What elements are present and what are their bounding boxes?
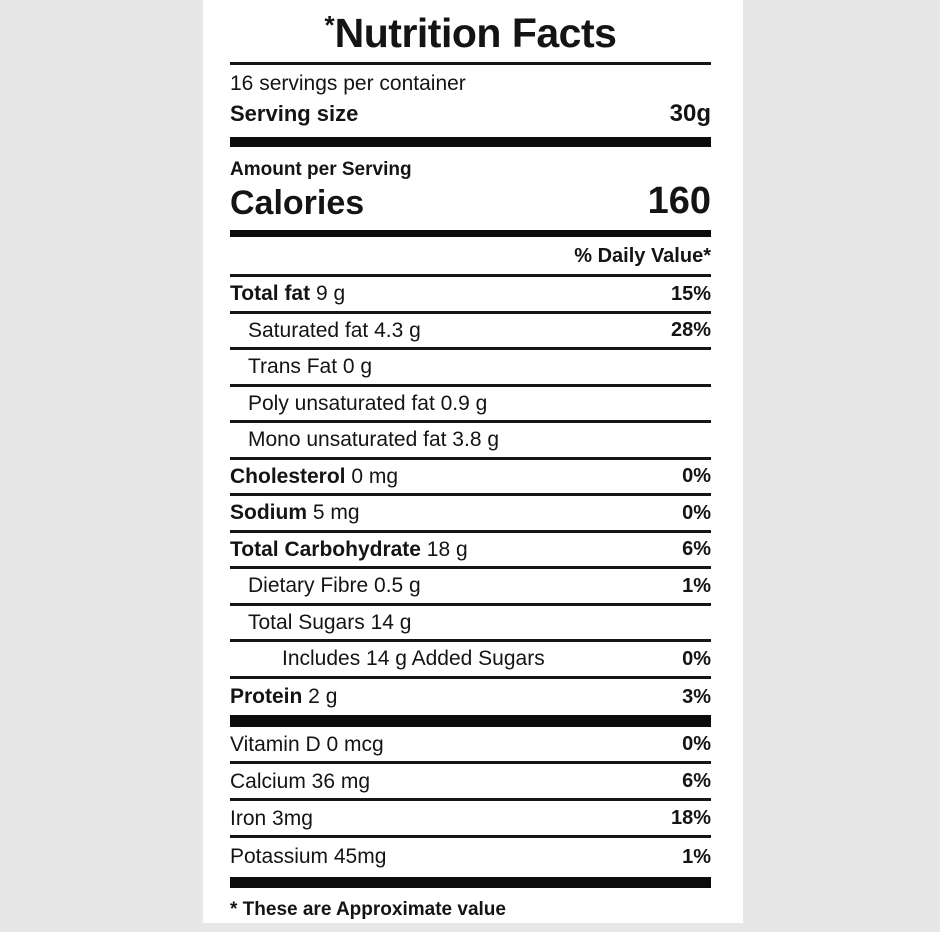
nutrient-row-sodium: Sodium 5 mg 0% — [230, 496, 711, 533]
serving-size-label: Serving size — [230, 101, 359, 127]
label-title: *Nutrition Facts — [230, 8, 711, 59]
serving-divider-bar — [230, 137, 711, 148]
bottom-divider-bar — [230, 877, 711, 889]
nutrient-row-trans-fat: Trans Fat 0 g — [230, 350, 711, 387]
nutrient-percent: 0% — [682, 501, 711, 524]
nutrient-row-saturated-fat: Saturated fat 4.3 g 28% — [230, 314, 711, 351]
nutrient-amount: 18 g — [420, 537, 468, 561]
protein-divider-bar — [230, 715, 711, 728]
footnote: * These are Approximate value — [230, 899, 506, 921]
vitamin-row-potassium: Potassium 45mg 1% — [230, 838, 711, 875]
nutrient-row-protein: Protein 2 g 3% — [230, 679, 711, 716]
nutrient-percent: 28% — [670, 319, 711, 342]
nutrient-name: Total fat — [230, 282, 311, 306]
vitamin-percent: 1% — [682, 845, 711, 868]
amount-per-serving-label: Amount per Serving — [230, 159, 412, 181]
nutrient-row-total-fat: Total fat 9 g 15% — [230, 277, 711, 314]
nutrition-facts-panel: *Nutrition Facts 16 servings per contain… — [203, 0, 743, 923]
nutrient-amount: Trans Fat 0 g — [248, 355, 373, 379]
title-rule — [230, 62, 711, 66]
nutrient-row-added-sugars: Includes 14 g Added Sugars 0% — [230, 642, 711, 679]
vitamin-row-iron: Iron 3mg 18% — [230, 801, 711, 839]
nutrient-amount: 0 mg — [345, 464, 399, 488]
serving-size-value: 30g — [669, 100, 711, 128]
calories-row: Calories 160 — [230, 180, 711, 223]
vitamin-name: Potassium 45mg — [230, 845, 387, 869]
vitamin-name: Vitamin D 0 mcg — [230, 732, 384, 756]
vitamin-name: Iron 3mg — [230, 806, 313, 830]
nutrient-percent: 1% — [682, 574, 711, 597]
nutrient-amount: Includes 14 g Added Sugars — [282, 647, 545, 671]
nutrient-amount: 9 g — [310, 282, 346, 306]
nutrient-percent: 6% — [682, 538, 711, 561]
nutrient-percent: 15% — [670, 282, 711, 305]
calories-label: Calories — [230, 183, 365, 222]
serving-size-row: Serving size 30g — [230, 96, 711, 128]
nutrient-row-total-sugars: Total Sugars 14 g — [230, 606, 711, 643]
nutrient-percent: 0% — [682, 647, 711, 670]
nutrient-amount: Dietary Fibre 0.5 g — [248, 574, 421, 598]
nutrient-row-mono-unsaturated-fat: Mono unsaturated fat 3.8 g — [230, 423, 711, 460]
nutrient-name: Cholesterol — [230, 464, 346, 488]
nutrient-name: Sodium — [230, 501, 307, 525]
label-title-text: Nutrition Facts — [334, 10, 617, 56]
title-asterisk: * — [324, 10, 335, 40]
vitamins-section: Vitamin D 0 mcg 0% Calcium 36 mg 6% Iron… — [230, 727, 711, 875]
vitamin-row-calcium: Calcium 36 mg 6% — [230, 764, 711, 802]
nutrient-amount: Total Sugars 14 g — [248, 610, 412, 634]
nutrient-row-cholesterol: Cholesterol 0 mg 0% — [230, 460, 711, 497]
calories-value: 160 — [647, 180, 711, 223]
nutrient-amount: Mono unsaturated fat 3.8 g — [248, 428, 500, 452]
nutrient-percent: 3% — [682, 685, 711, 708]
servings-per-container: 16 servings per container — [230, 72, 466, 96]
nutrient-amount: Poly unsaturated fat 0.9 g — [248, 391, 488, 415]
nutrient-amount: 5 mg — [307, 501, 360, 525]
nutrient-name: Protein — [230, 685, 303, 709]
nutrient-amount: 2 g — [302, 685, 338, 709]
vitamin-percent: 0% — [682, 733, 711, 756]
nutrient-row-total-carbohydrate: Total Carbohydrate 18 g 6% — [230, 533, 711, 570]
nutrient-row-poly-unsaturated-fat: Poly unsaturated fat 0.9 g — [230, 387, 711, 424]
vitamin-percent: 18% — [670, 807, 711, 830]
calories-divider-bar — [230, 230, 711, 238]
vitamin-name: Calcium 36 mg — [230, 769, 371, 793]
nutrient-name: Total Carbohydrate — [230, 537, 421, 561]
vitamin-percent: 6% — [682, 770, 711, 793]
nutrient-percent: 0% — [682, 465, 711, 488]
nutrient-amount: Saturated fat 4.3 g — [248, 318, 421, 342]
daily-value-header: % Daily Value* — [230, 237, 711, 278]
vitamin-row-vitamin-d: Vitamin D 0 mcg 0% — [230, 727, 711, 765]
nutrient-row-dietary-fibre: Dietary Fibre 0.5 g 1% — [230, 569, 711, 606]
